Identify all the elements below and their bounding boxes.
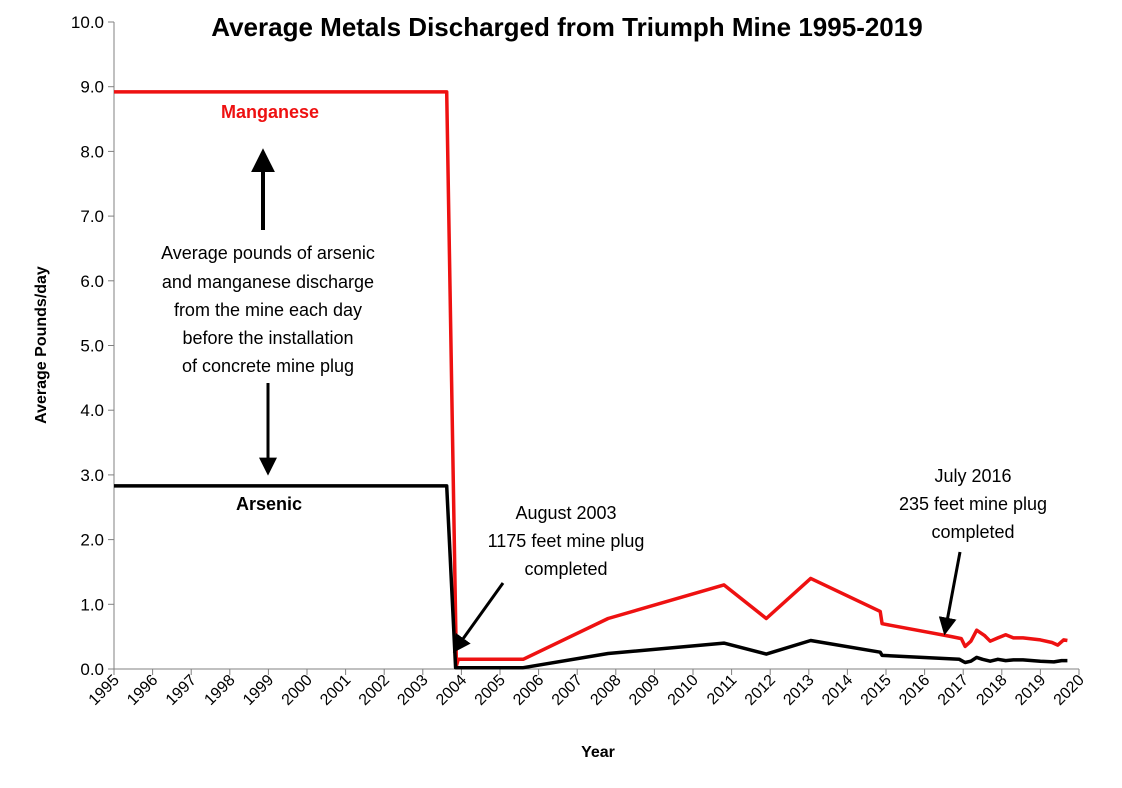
x-tick-label: 2015 [858,672,895,709]
x-tick-label: 2010 [665,672,702,709]
plug-2016-note-line: 235 feet mine plug [899,494,1047,514]
x-tick-label: 2017 [935,672,972,709]
y-tick-label: 7.0 [80,207,104,226]
y-tick-label: 3.0 [80,466,104,485]
series-layer [114,90,1068,670]
plug-2003-note-line: August 2003 [515,503,616,523]
chart-title: Average Metals Discharged from Triumph M… [211,12,922,42]
x-tick-label: 2020 [1051,672,1088,709]
before-plug-note: Average pounds of arsenic and manganese … [161,243,375,376]
x-tick-label: 2019 [1012,672,1049,709]
x-tick-label: 2007 [549,672,586,709]
before-plug-note-line: from the mine each day [174,300,362,320]
x-tick-label: 2000 [279,672,316,709]
series-line-manganese [114,90,1068,668]
x-tick-label: 1998 [201,672,238,709]
x-tick-label: 2018 [973,672,1010,709]
plug-2016-note-line: July 2016 [934,466,1011,486]
y-tick-label: 2.0 [80,531,104,550]
x-tick-label: 2011 [704,672,740,708]
y-ticks: 0.0 1.0 2.0 3.0 4.0 5.0 6.0 7.0 8.0 9.0 10.0 [71,13,114,679]
before-plug-note-line: and manganese discharge [162,272,374,292]
x-tick-label: 2001 [317,672,354,709]
before-plug-note-line: Average pounds of arsenic [161,243,375,263]
x-tick-label: 2003 [394,672,431,709]
x-ticks: 1995 1996 1997 1998 1999 2000 2001 2002 2003 2004… [86,669,1088,709]
x-tick-label: 2009 [626,672,663,709]
x-tick-label: 2012 [742,672,779,709]
plug-2016-note-line: completed [931,522,1014,542]
arrow-2016 [938,551,962,636]
y-tick-label: 0.0 [80,660,104,679]
manganese-label: Manganese [221,102,319,122]
plug-2003-note: August 2003 1175 feet mine plug complete… [488,503,645,579]
before-plug-note-line: before the installation [182,328,353,348]
arrow-2003 [452,582,505,653]
series-line-arsenic [114,484,1068,670]
x-tick-label: 1997 [163,672,200,709]
y-tick-label: 1.0 [80,595,104,614]
x-tick-label: 2014 [819,672,856,709]
x-tick-label: 2008 [587,672,624,709]
x-tick-label: 2016 [896,672,933,709]
y-axis-title: Average Pounds/day [33,266,50,424]
y-tick-label: 6.0 [80,272,104,291]
x-tick-label: 2006 [510,672,547,709]
x-tick-label: 1999 [240,672,277,709]
y-tick-label: 8.0 [80,142,104,161]
y-tick-label: 5.0 [80,337,104,356]
y-tick-label: 10.0 [71,13,104,32]
plug-2016-note: July 2016 235 feet mine plug completed [899,466,1047,542]
y-tick-label: 4.0 [80,401,104,420]
x-tick-label: 1996 [124,672,161,709]
before-plug-note-line: of concrete mine plug [182,356,354,376]
x-tick-label: 2005 [472,672,509,709]
x-tick-label: 2013 [780,672,817,709]
x-tick-label: 2004 [433,672,470,709]
plug-2003-note-line: completed [524,559,607,579]
plug-2003-note-line: 1175 feet mine plug [488,531,645,551]
arsenic-label: Arsenic [236,494,302,514]
x-axis-title: Year [581,744,615,761]
x-tick-label: 2002 [356,672,393,709]
y-tick-label: 9.0 [80,78,104,97]
